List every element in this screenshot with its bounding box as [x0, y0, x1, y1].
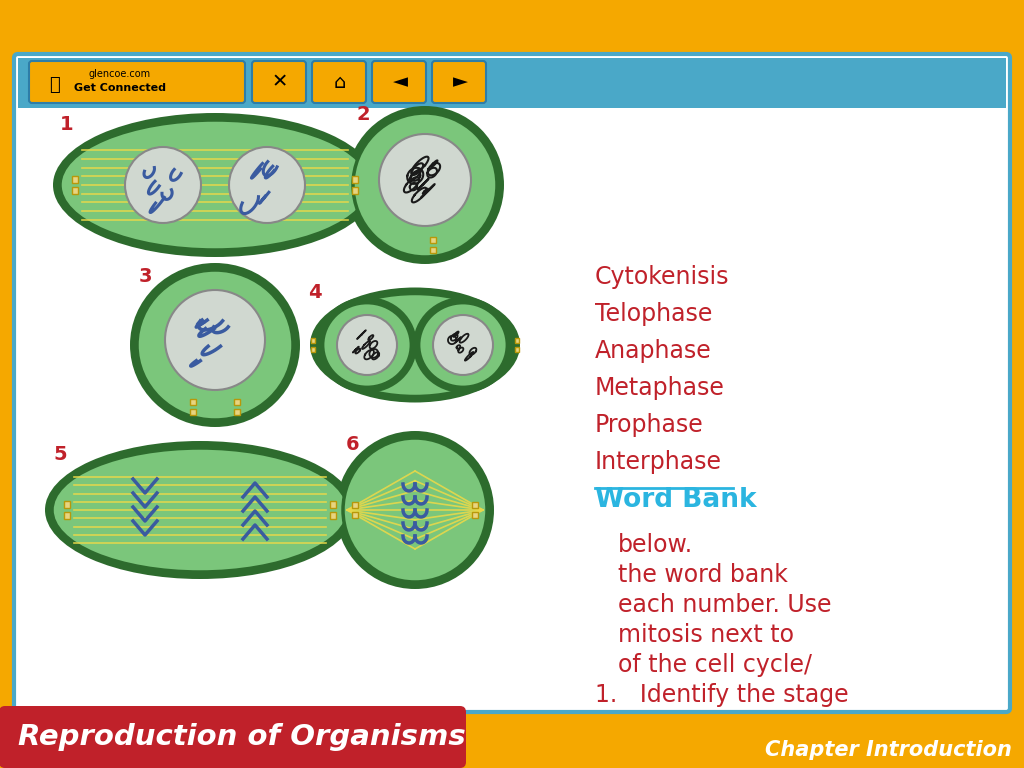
- FancyBboxPatch shape: [472, 511, 477, 518]
- Ellipse shape: [343, 438, 487, 582]
- Ellipse shape: [60, 120, 370, 250]
- FancyBboxPatch shape: [65, 501, 70, 508]
- Text: 3: 3: [138, 267, 152, 286]
- FancyBboxPatch shape: [18, 58, 1006, 108]
- Ellipse shape: [433, 315, 493, 375]
- Ellipse shape: [137, 270, 293, 420]
- Text: Telophase: Telophase: [595, 302, 713, 326]
- Text: below.: below.: [618, 533, 693, 557]
- Text: of the cell cycle/: of the cell cycle/: [618, 653, 812, 677]
- FancyBboxPatch shape: [352, 511, 357, 518]
- Text: Cytokenisis: Cytokenisis: [595, 265, 729, 289]
- Text: 1: 1: [60, 115, 74, 134]
- Text: Chapter Introduction: Chapter Introduction: [765, 740, 1012, 760]
- FancyBboxPatch shape: [0, 706, 466, 768]
- FancyBboxPatch shape: [65, 512, 70, 519]
- Text: Get Connected: Get Connected: [74, 83, 166, 93]
- FancyBboxPatch shape: [352, 187, 357, 194]
- FancyBboxPatch shape: [29, 61, 245, 103]
- Text: each number. Use: each number. Use: [618, 593, 831, 617]
- Text: Anaphase: Anaphase: [595, 339, 712, 363]
- Ellipse shape: [130, 263, 300, 427]
- Text: glencoe.com: glencoe.com: [89, 69, 152, 79]
- Text: 1.   Identify the stage: 1. Identify the stage: [595, 683, 849, 707]
- Text: ◄: ◄: [392, 72, 408, 91]
- FancyBboxPatch shape: [73, 177, 78, 183]
- FancyBboxPatch shape: [515, 346, 519, 353]
- Text: Metaphase: Metaphase: [595, 376, 725, 400]
- FancyBboxPatch shape: [73, 187, 78, 194]
- Ellipse shape: [316, 293, 514, 396]
- Text: the word bank: the word bank: [618, 563, 787, 587]
- Text: 5: 5: [53, 445, 67, 464]
- FancyBboxPatch shape: [352, 502, 357, 508]
- FancyBboxPatch shape: [234, 399, 240, 406]
- Text: 🖥: 🖥: [49, 76, 60, 94]
- FancyBboxPatch shape: [430, 247, 435, 253]
- FancyBboxPatch shape: [234, 409, 240, 415]
- Ellipse shape: [53, 113, 377, 257]
- Ellipse shape: [229, 147, 305, 223]
- Text: ►: ►: [453, 72, 468, 91]
- Text: 4: 4: [308, 283, 322, 303]
- Ellipse shape: [413, 297, 513, 393]
- Ellipse shape: [346, 106, 504, 264]
- FancyBboxPatch shape: [190, 409, 196, 415]
- FancyBboxPatch shape: [310, 346, 315, 353]
- Text: mitosis next to: mitosis next to: [618, 623, 794, 647]
- Ellipse shape: [310, 287, 520, 402]
- FancyBboxPatch shape: [330, 501, 336, 508]
- FancyBboxPatch shape: [432, 61, 486, 103]
- Ellipse shape: [337, 315, 397, 375]
- Ellipse shape: [45, 441, 355, 579]
- FancyBboxPatch shape: [14, 54, 1010, 712]
- Ellipse shape: [419, 303, 507, 387]
- FancyBboxPatch shape: [372, 61, 426, 103]
- Ellipse shape: [379, 134, 471, 226]
- FancyBboxPatch shape: [312, 61, 366, 103]
- Text: Word Bank: Word Bank: [595, 487, 757, 513]
- FancyBboxPatch shape: [430, 237, 435, 243]
- Ellipse shape: [165, 290, 265, 390]
- Text: 2: 2: [356, 105, 370, 124]
- Ellipse shape: [336, 431, 494, 589]
- FancyBboxPatch shape: [352, 177, 357, 183]
- Text: 6: 6: [346, 435, 359, 453]
- FancyBboxPatch shape: [310, 338, 315, 343]
- FancyBboxPatch shape: [190, 399, 196, 406]
- FancyBboxPatch shape: [515, 338, 519, 343]
- Ellipse shape: [52, 448, 348, 572]
- Ellipse shape: [125, 147, 201, 223]
- Text: Prophase: Prophase: [595, 413, 703, 437]
- FancyBboxPatch shape: [252, 61, 306, 103]
- Ellipse shape: [317, 297, 417, 393]
- FancyBboxPatch shape: [330, 512, 336, 519]
- Text: ⌂: ⌂: [334, 72, 346, 91]
- Text: Reproduction of Organisms: Reproduction of Organisms: [18, 723, 466, 751]
- Text: Interphase: Interphase: [595, 450, 722, 474]
- FancyBboxPatch shape: [472, 502, 477, 508]
- Ellipse shape: [323, 303, 411, 387]
- Ellipse shape: [353, 113, 497, 257]
- Text: ✕: ✕: [271, 72, 288, 91]
